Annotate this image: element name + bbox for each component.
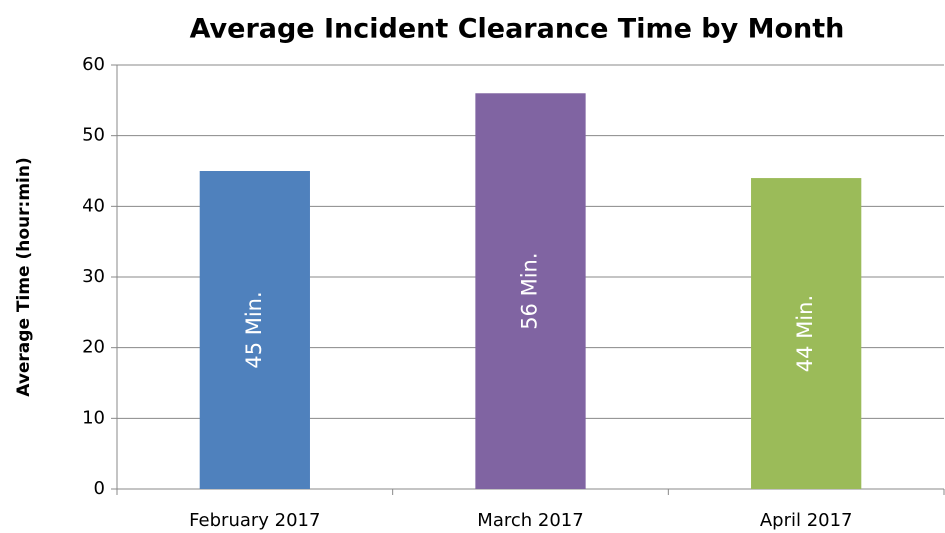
y-tick-label: 50: [82, 125, 105, 146]
value-label: 44 Min.: [793, 295, 817, 372]
y-tick-label: 10: [82, 407, 105, 428]
y-tick-label: 30: [82, 266, 105, 287]
x-tick-label: March 2017: [477, 510, 583, 531]
bar: [751, 178, 862, 490]
y-tick-label: 40: [82, 195, 105, 216]
chart-title: Average Incident Clearance Time by Month: [190, 14, 845, 45]
value-label: 45 Min.: [242, 291, 266, 368]
bar: [199, 171, 310, 489]
y-tick-label: 0: [94, 478, 105, 499]
value-label: 56 Min.: [518, 252, 542, 329]
bar: [475, 93, 586, 490]
x-tick-label: April 2017: [760, 510, 853, 531]
x-tick-label: February 2017: [189, 510, 320, 531]
y-tick-label: 60: [82, 54, 105, 75]
y-tick-label: 20: [82, 337, 105, 358]
y-axis-label: Average Time (hour:min): [14, 157, 34, 396]
